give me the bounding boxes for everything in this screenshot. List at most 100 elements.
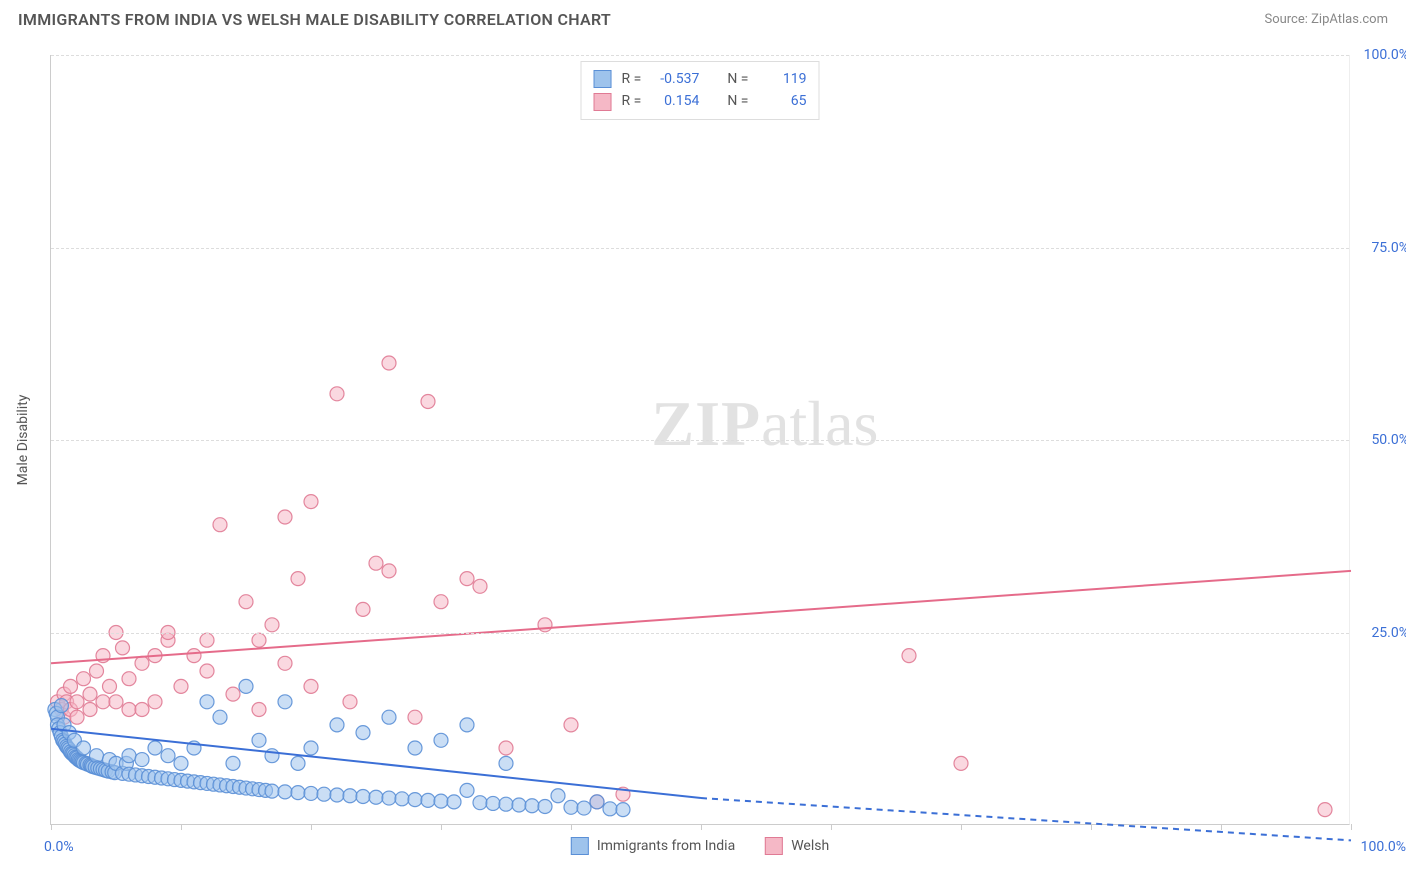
data-point [122, 749, 136, 763]
y-tick-label: 100.0% [1354, 47, 1406, 63]
data-point [291, 572, 305, 586]
source-prefix: Source: [1264, 12, 1311, 27]
legend-item-india: Immigrants from India [571, 837, 735, 855]
swatch-welsh [594, 93, 612, 111]
data-point [83, 687, 97, 701]
data-point [304, 786, 318, 800]
data-point [265, 618, 279, 632]
data-point [512, 798, 526, 812]
legend-label-india: Immigrants from India [597, 838, 735, 854]
data-point [447, 795, 461, 809]
data-point [90, 664, 104, 678]
data-point [278, 695, 292, 709]
data-point [369, 790, 383, 804]
bottom-legend: Immigrants from India Welsh [571, 837, 829, 855]
data-point [252, 733, 266, 747]
data-point [1318, 803, 1332, 817]
r-label: R = [622, 68, 642, 90]
data-point [421, 395, 435, 409]
y-tick-label: 75.0% [1354, 240, 1406, 256]
data-point [265, 784, 279, 798]
y-tick-label: 50.0% [1354, 432, 1406, 448]
r-label-2: R = [622, 90, 642, 112]
data-point [148, 695, 162, 709]
data-point [356, 602, 370, 616]
data-point [434, 794, 448, 808]
legend-swatch-india [571, 837, 589, 855]
data-point [460, 718, 474, 732]
data-point [590, 795, 604, 809]
data-point [382, 564, 396, 578]
welsh-n-value: 65 [758, 90, 806, 112]
data-point [564, 800, 578, 814]
data-point [421, 793, 435, 807]
data-point [577, 801, 591, 815]
data-point [382, 710, 396, 724]
data-point [278, 656, 292, 670]
chart-area: Male Disability ZIPatlas R = -0.537 N = … [50, 55, 1350, 825]
data-point [330, 387, 344, 401]
x-tick [181, 824, 182, 830]
data-point [174, 756, 188, 770]
x-label-min: 0.0% [44, 839, 74, 855]
data-point [304, 741, 318, 755]
data-point [200, 695, 214, 709]
data-point [902, 649, 916, 663]
data-point [54, 699, 68, 713]
x-tick [701, 824, 702, 830]
data-point [538, 800, 552, 814]
india-r-value: -0.537 [651, 68, 699, 90]
data-point [356, 790, 370, 804]
data-point [954, 756, 968, 770]
data-point [603, 802, 617, 816]
x-tick [571, 824, 572, 830]
trend-line [701, 798, 1351, 840]
data-point [122, 672, 136, 686]
data-point [525, 799, 539, 813]
data-point [70, 710, 84, 724]
welsh-r-value: 0.154 [651, 90, 699, 112]
x-tick [831, 824, 832, 830]
data-point [408, 793, 422, 807]
data-point [135, 656, 149, 670]
data-point [252, 633, 266, 647]
data-point [291, 786, 305, 800]
data-point [187, 649, 201, 663]
x-tick [1221, 824, 1222, 830]
data-point [239, 595, 253, 609]
data-point [304, 679, 318, 693]
legend-item-welsh: Welsh [765, 837, 829, 855]
data-point [616, 803, 630, 817]
data-point [382, 791, 396, 805]
data-point [148, 741, 162, 755]
data-point [460, 572, 474, 586]
data-point [304, 495, 318, 509]
data-point [473, 579, 487, 593]
data-point [70, 695, 84, 709]
source-link[interactable]: ZipAtlas.com [1311, 12, 1388, 27]
grid-line [51, 55, 1349, 56]
data-point [434, 733, 448, 747]
data-point [77, 672, 91, 686]
data-point [135, 753, 149, 767]
data-point [538, 618, 552, 632]
data-point [291, 756, 305, 770]
data-point [213, 518, 227, 532]
source-attribution: Source: ZipAtlas.com [1264, 12, 1388, 27]
plot-region: Male Disability ZIPatlas R = -0.537 N = … [50, 55, 1350, 825]
x-tick [311, 824, 312, 830]
x-tick [441, 824, 442, 830]
data-point [77, 741, 91, 755]
data-point [499, 797, 513, 811]
data-point [369, 556, 383, 570]
x-tick [961, 824, 962, 830]
grid-line [51, 248, 1349, 249]
data-point [200, 633, 214, 647]
data-point [116, 641, 130, 655]
data-point [278, 510, 292, 524]
data-point [434, 595, 448, 609]
data-point [395, 792, 409, 806]
stats-row-india: R = -0.537 N = 119 [594, 68, 807, 90]
x-label-max: 100.0% [1361, 839, 1406, 855]
data-point [382, 356, 396, 370]
